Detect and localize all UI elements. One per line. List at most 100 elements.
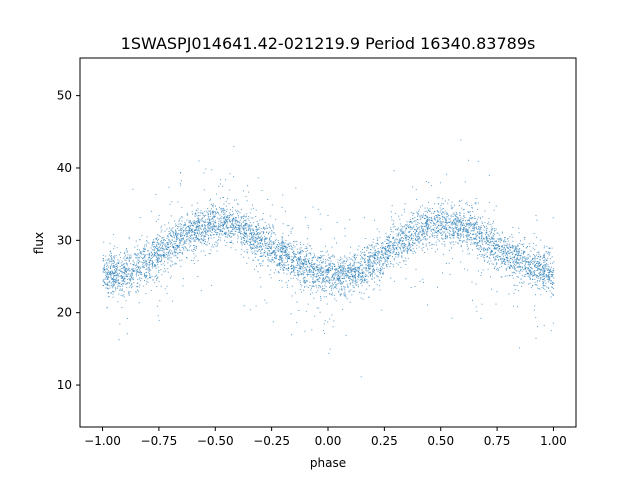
data-point: [354, 276, 356, 278]
data-point: [229, 226, 231, 228]
data-point: [546, 259, 548, 261]
data-point: [312, 268, 314, 269]
data-point: [360, 272, 362, 274]
data-point: [282, 264, 284, 266]
data-point: [281, 280, 283, 282]
data-point: [463, 230, 465, 232]
data-point: [200, 228, 202, 230]
data-point: [553, 270, 555, 271]
data-point: [339, 278, 341, 280]
data-point: [166, 228, 168, 230]
data-point: [103, 266, 105, 268]
data-point: [305, 255, 307, 257]
data-point: [348, 290, 350, 292]
data-point: [158, 255, 160, 257]
data-point: [460, 217, 462, 219]
data-point: [155, 193, 157, 195]
data-point: [230, 233, 232, 235]
data-point: [524, 236, 526, 238]
data-point: [115, 270, 117, 272]
data-point: [154, 248, 155, 250]
data-point: [129, 282, 131, 284]
data-point: [501, 276, 503, 278]
data-point: [320, 286, 322, 288]
data-point: [185, 243, 187, 244]
data-point: [520, 255, 522, 257]
data-point: [291, 249, 293, 250]
data-point: [335, 269, 337, 271]
data-point: [132, 278, 133, 280]
data-point: [546, 286, 548, 288]
data-point: [194, 221, 196, 223]
data-point: [519, 266, 521, 268]
data-point: [489, 242, 490, 244]
data-point: [517, 252, 519, 254]
data-point: [306, 238, 308, 240]
data-point: [144, 260, 146, 262]
data-point: [514, 254, 516, 256]
data-point: [199, 219, 201, 221]
data-point: [387, 261, 389, 263]
data-point: [311, 259, 313, 261]
data-point: [437, 226, 439, 228]
data-point: [512, 240, 514, 242]
data-point: [539, 264, 541, 266]
data-point: [353, 263, 355, 265]
data-point: [255, 241, 257, 243]
data-point: [255, 245, 257, 247]
data-point: [219, 214, 221, 216]
data-point: [275, 256, 277, 258]
data-point: [455, 231, 457, 232]
data-point: [452, 206, 454, 208]
data-point: [306, 255, 308, 257]
data-point: [277, 263, 279, 265]
data-point: [160, 285, 162, 287]
data-point: [145, 245, 147, 247]
data-point: [255, 247, 257, 249]
data-point: [437, 224, 439, 226]
data-point: [281, 265, 283, 267]
data-point: [168, 242, 170, 244]
data-point: [138, 267, 140, 269]
data-point: [297, 273, 299, 275]
data-point: [232, 243, 234, 245]
data-point: [533, 272, 535, 274]
data-point: [150, 251, 152, 253]
data-point: [487, 244, 489, 246]
data-point: [524, 264, 526, 266]
data-point: [453, 233, 455, 235]
data-point: [291, 271, 292, 273]
data-point: [492, 222, 494, 224]
data-point: [177, 252, 179, 254]
data-point: [426, 181, 428, 182]
data-point: [500, 276, 502, 278]
data-point: [549, 271, 551, 273]
data-point: [251, 229, 253, 231]
data-point: [155, 253, 156, 255]
data-point: [198, 226, 200, 228]
data-point: [550, 262, 551, 264]
data-point: [310, 253, 312, 255]
data-point: [360, 281, 362, 283]
data-point: [189, 226, 191, 228]
data-point: [141, 252, 142, 254]
data-point: [533, 309, 535, 311]
data-point: [519, 262, 521, 264]
data-point: [513, 257, 515, 259]
data-point: [517, 246, 519, 248]
data-point: [172, 239, 174, 241]
data-point: [425, 224, 427, 226]
data-point: [449, 218, 451, 220]
data-point: [333, 294, 335, 296]
data-point: [184, 228, 186, 230]
data-point: [182, 231, 184, 233]
data-point: [490, 232, 492, 234]
data-point: [223, 221, 225, 222]
data-point: [315, 256, 316, 258]
data-point: [497, 238, 499, 240]
data-point: [245, 219, 247, 221]
data-point: [282, 251, 284, 253]
data-point: [270, 259, 272, 261]
data-point: [288, 242, 290, 244]
